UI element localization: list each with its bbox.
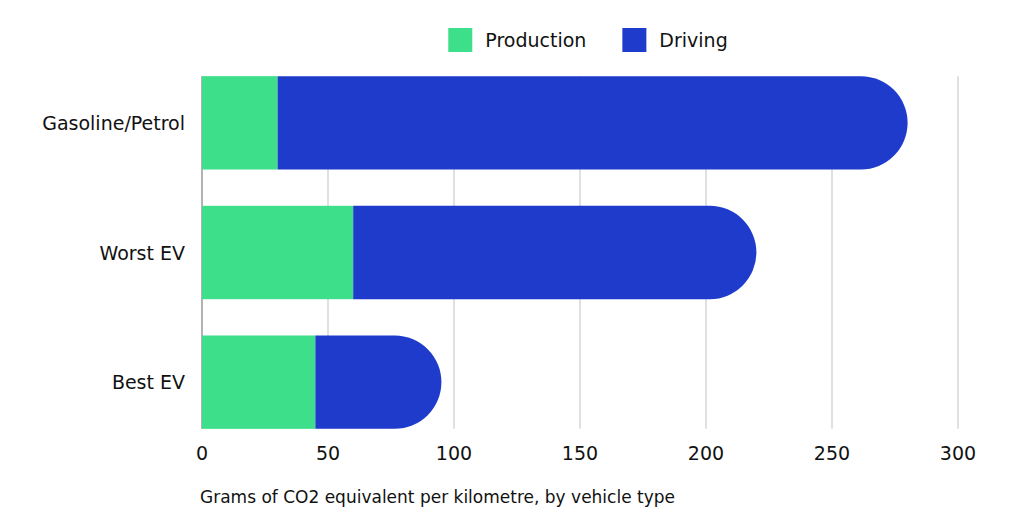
tick-label: 100 [436, 442, 472, 464]
grid-line [957, 76, 959, 429]
bar-segment [278, 76, 908, 169]
chart-svg: 0 50 100 150 200 250 300 Gasoline/Petrol Worst E… [0, 0, 1036, 525]
bar-segment [202, 206, 353, 299]
category-labels: Gasoline/Petrol Worst EV Best EV [42, 112, 185, 393]
chart-container: 0 50 100 150 200 250 300 Gasoline/Petrol Worst E… [0, 0, 1036, 525]
tick-label: 50 [316, 442, 340, 464]
tick-label: 250 [814, 442, 850, 464]
bar-segment [202, 335, 315, 428]
tick-label: 200 [688, 442, 724, 464]
category-label: Worst EV [100, 242, 186, 264]
tick-label: 150 [562, 442, 598, 464]
bar-segment [202, 76, 278, 169]
tick-label: 300 [940, 442, 976, 464]
bars [202, 76, 908, 429]
category-label: Best EV [112, 371, 185, 393]
category-label: Gasoline/Petrol [42, 112, 185, 134]
legend: Production Driving [448, 28, 727, 52]
bar-segment [315, 335, 441, 428]
grid: 0 50 100 150 200 250 300 [196, 76, 976, 464]
legend-swatch [622, 28, 646, 52]
legend-swatch [448, 28, 472, 52]
legend-label: Production [485, 29, 586, 51]
legend-label: Driving [659, 29, 727, 51]
tick-label: 0 [196, 442, 208, 464]
bar-segment [353, 206, 756, 299]
axis-title: Grams of CO2 equivalent per kilometre, b… [200, 487, 675, 507]
